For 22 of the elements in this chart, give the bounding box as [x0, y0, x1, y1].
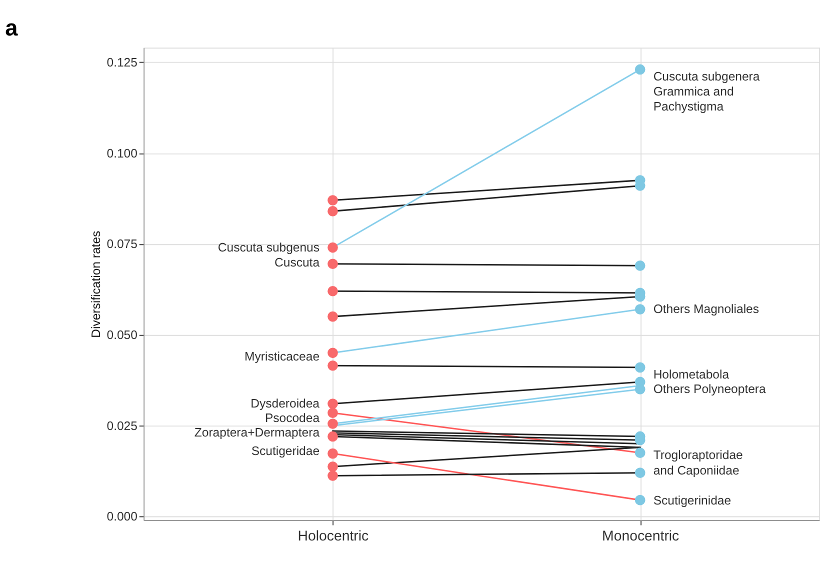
- annotation: Scutigerinidae: [653, 494, 732, 508]
- y-tick-label: 0.050: [106, 328, 138, 342]
- annotation: Zoraptera+Dermaptera: [194, 426, 320, 440]
- annotation: Scutigeridae: [251, 444, 320, 458]
- chart-title: a: [5, 14, 18, 40]
- annotation: Myristicaceae: [244, 349, 320, 364]
- annotation: Others Magnoliales: [653, 302, 759, 316]
- y-tick-label: 0.100: [106, 146, 138, 160]
- annotation: Others Polyneoptera: [653, 382, 766, 396]
- y-tick-label: 0.075: [106, 237, 138, 252]
- annotation: Cuscuta subgenus Cuscuta: [218, 240, 320, 270]
- annotation: Psocodea: [264, 411, 320, 426]
- annotation: Dysderoidea: [250, 396, 320, 411]
- y-tick-label: 0.125: [106, 55, 138, 70]
- x-tick-label: Monocentric: [602, 528, 680, 544]
- y-tick-label: 0.025: [106, 418, 138, 433]
- annotation: Holometabola: [653, 367, 730, 382]
- y-axis-title: Diversification rates: [89, 230, 104, 338]
- y-tick-label: 0.000: [106, 510, 138, 524]
- annotation: Cuscuta subgenera Grammica and Pachystigma: [653, 70, 760, 114]
- x-tick-label: Holocentric: [298, 528, 369, 544]
- annotation: Trogloraptoridae and Caponiidae: [653, 448, 744, 478]
